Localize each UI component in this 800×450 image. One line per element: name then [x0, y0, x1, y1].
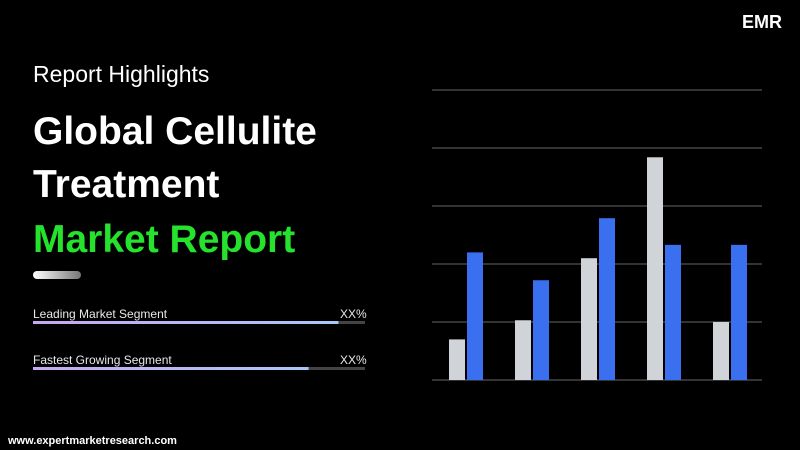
segment-value: XX%: [340, 307, 367, 321]
progress-fill: [33, 321, 339, 324]
bar: [647, 157, 663, 380]
kicker: Report Highlights: [33, 61, 209, 87]
bar: [449, 339, 465, 380]
logo: EMR: [742, 12, 782, 32]
bar: [533, 280, 549, 380]
segment-value: XX%: [340, 353, 367, 367]
bar: [731, 244, 747, 380]
bar: [665, 244, 681, 380]
bar: [713, 322, 729, 380]
bar: [599, 218, 615, 380]
title-line: Treatment: [33, 163, 219, 206]
title-highlight: Market Report: [33, 218, 295, 261]
segment-label: Fastest Growing Segment: [33, 353, 172, 367]
title-line: Global Cellulite: [33, 110, 317, 153]
bar: [515, 320, 531, 380]
progress-fill: [33, 367, 309, 370]
bar: [467, 252, 483, 380]
decor-pill: [33, 271, 81, 279]
segment-label: Leading Market Segment: [33, 307, 168, 321]
footer-url: www.expertmarketresearch.com: [7, 435, 177, 447]
bar: [581, 258, 597, 380]
